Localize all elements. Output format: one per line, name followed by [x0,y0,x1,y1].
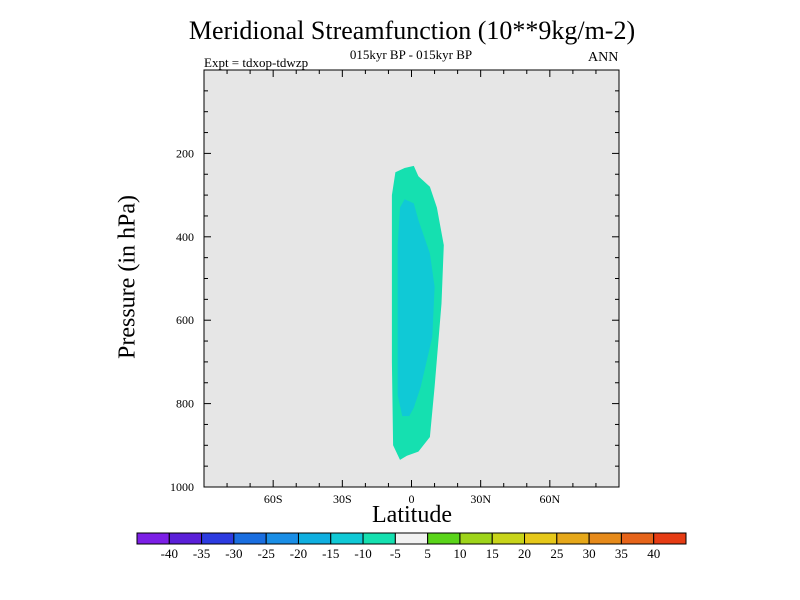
y-tick-label: 1000 [170,480,194,494]
chart-subtitle: 015kyr BP - 015kyr BP [349,47,473,62]
y-tick-label: 800 [176,397,194,411]
x-tick-label: 0 [409,492,415,506]
x-tick-label: 30S [333,492,352,506]
colorbar: -40 -35 -30 -25 -20 -15 -10 -5 5 10 15 20 25 30 35 40 [136,532,687,561]
colorbar-swatch [653,532,687,545]
y-tick-label: 200 [176,146,194,160]
x-tick-label: 60N [539,492,560,506]
colorbar-swatch [588,532,622,545]
y-tick-label: 600 [176,313,194,327]
colorbar-label: -5 [390,546,401,561]
colorbar-swatch [427,532,461,545]
colorbar-label: 5 [424,546,431,561]
contour-layer [391,165,444,460]
colorbar-swatch [362,532,396,545]
colorbar-swatch [168,532,203,545]
colorbar-label: -10 [354,546,371,561]
colorbar-label: -40 [161,546,178,561]
colorbar-swatch [556,532,590,545]
colorbar-label: 10 [453,546,466,561]
colorbar-swatch [330,532,364,545]
colorbar-label: 20 [518,546,531,561]
colorbar-swatch [524,532,558,545]
axis-ticks: 60S 30S 0 30N 60N 200 400 600 800 1000 [170,69,619,506]
colorbar-label: 25 [550,546,563,561]
x-axis-label: Latitude [372,502,452,528]
colorbar-swatch [233,532,267,545]
colorbar-swatch [491,532,526,545]
colorbar-label: -20 [290,546,307,561]
colorbar-swatch [297,532,332,545]
colorbar-swatch [201,532,235,545]
plot-frame [203,69,620,488]
x-tick-label: 30N [470,492,491,506]
colorbar-label: -15 [322,546,339,561]
colorbar-label: 30 [583,546,596,561]
colorbar-label: 35 [615,546,628,561]
season-label: ANN [588,50,619,65]
y-tick-label: 400 [176,230,194,244]
colorbar-swatch [136,532,170,545]
colorbar-label: -30 [225,546,242,561]
colorbar-swatch [459,532,493,545]
colorbar-swatch [620,532,655,545]
colorbar-swatch [265,532,299,545]
colorbar-label: -25 [258,546,275,561]
experiment-label: Expt = tdxop-tdwzp [204,55,309,70]
colorbar-label: -35 [193,546,210,561]
colorbar-label: 15 [486,546,499,561]
contour-region-1 [397,199,435,417]
chart-title: Meridional Streamfunction (10**9kg/m-2) [188,16,636,45]
x-tick-label: 60S [264,492,283,506]
colorbar-swatch [394,532,429,545]
colorbar-label: 40 [647,546,660,561]
